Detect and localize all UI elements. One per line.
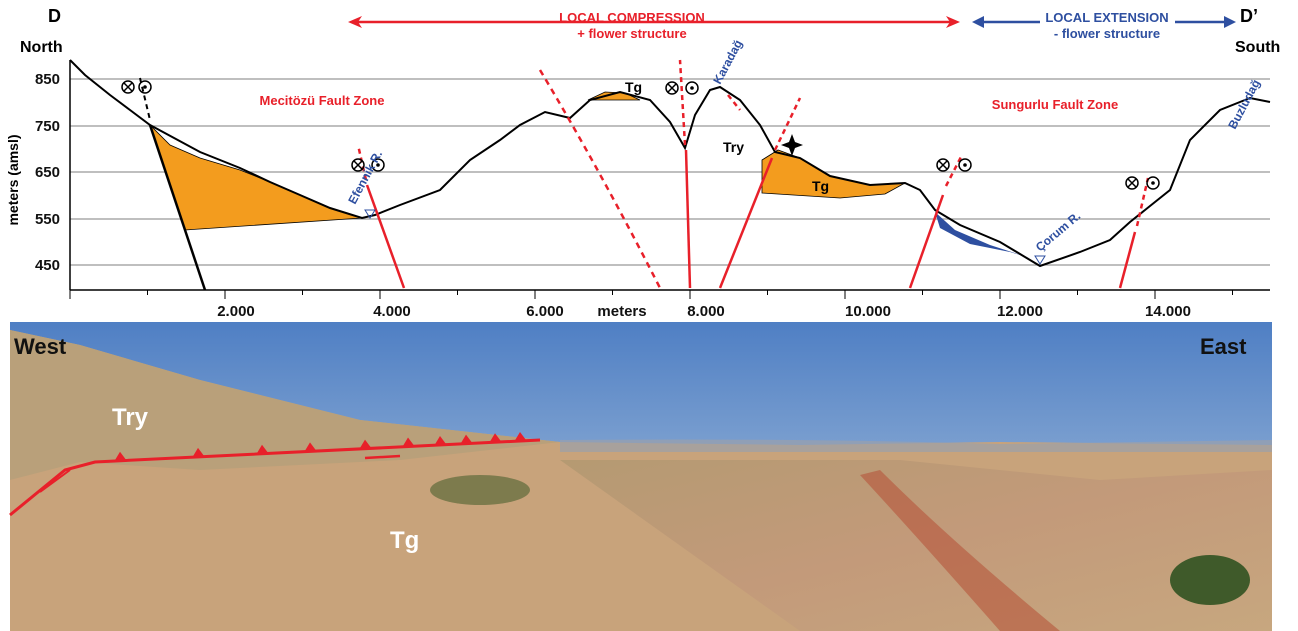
right-label: D’ [1240,6,1258,26]
zone-label: Mecitözü Fault Zone [260,93,385,108]
x-tick-label: 14.000 [1145,303,1191,320]
x-axis-title: meters [597,303,646,320]
into-page [124,83,132,91]
compression-subtitle: + flower structure [577,26,686,41]
into-page [668,84,676,92]
place-label: Efennik R. [345,148,385,206]
right-direction: South [1235,39,1280,56]
x-tick-label: 4.000 [373,303,411,320]
out-of-page [1151,181,1155,185]
y-tick-label: 650 [35,164,60,181]
x-tick-label: 10.000 [845,303,891,320]
figure: D North D’ South LOCAL COMPRESSION + flo… [0,0,1298,631]
y-tick-label: 850 [35,71,60,88]
photo [10,322,1272,631]
x-tick-label: 6.000 [526,303,564,320]
y-axis-title: meters (amsl) [5,134,21,225]
arrow-head [972,16,984,28]
out-of-page [690,86,694,90]
fault-trace [140,78,150,120]
into-page [939,161,947,169]
photo-unit: Try [112,404,149,431]
photo-unit: Tg [390,527,419,554]
left-direction: North [20,39,63,56]
y-tick-label: 450 [35,257,60,274]
extension-subtitle: - flower structure [1054,26,1160,41]
extension-title: LOCAL EXTENSION [1045,10,1168,25]
arrow-head [1224,16,1236,28]
into-page [354,161,362,169]
unit-label: Tg [812,178,829,194]
out-of-page [963,163,967,167]
y-tick-label: 750 [35,118,60,135]
zone-label: Sungurlu Fault Zone [992,97,1118,112]
photo-east: East [1200,334,1247,359]
x-tick-label: 8.000 [687,303,725,320]
left-label: D [48,6,61,26]
y-tick-label: 550 [35,211,60,228]
into-page [1128,179,1136,187]
tg-unit [150,125,362,230]
out-of-page [143,85,147,89]
x-tick-label: 12.000 [997,303,1043,320]
photo-west: West [14,334,67,359]
faults [358,60,1148,288]
place-label: Buzludağ [1225,77,1263,131]
tg-unit [762,150,905,198]
unit-label: Tg [625,79,642,95]
unit-label: Try [723,139,744,155]
place-label: Çorum R. [1033,209,1083,254]
compression-title: LOCAL COMPRESSION [559,10,705,25]
page: {"header": {"left_label": "D", "left_dir… [0,0,1298,631]
x-ticks [70,290,1233,299]
x-tick-label: 2.000 [217,303,255,320]
